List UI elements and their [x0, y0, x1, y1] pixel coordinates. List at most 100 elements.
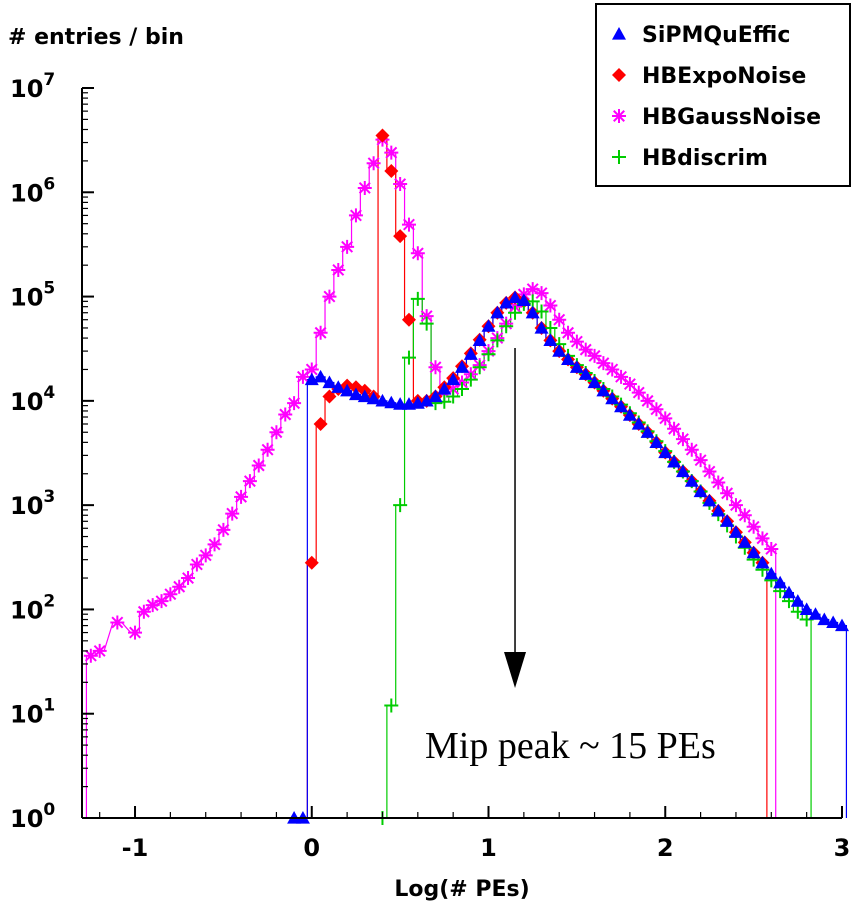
data-point-HBGaussNoise [552, 312, 567, 327]
data-point-HBGaussNoise [172, 579, 187, 594]
data-point-HBGaussNoise [163, 587, 178, 602]
data-point-SiPMQuEffic [746, 545, 761, 559]
data-point-HBGaussNoise [251, 458, 266, 473]
data-point-SiPMQuEffic [675, 464, 690, 478]
data-point-SiPMQuEffic [649, 435, 664, 448]
data-point-SiPMQuEffic [808, 607, 823, 620]
data-point-HBGaussNoise [525, 282, 540, 297]
data-point-SiPMQuEffic [508, 290, 523, 304]
data-point-SiPMQuEffic [348, 387, 363, 401]
legend-marker-HBGaussNoise [612, 109, 626, 123]
data-point-SiPMQuEffic [455, 360, 469, 373]
data-point-HBdiscrim [472, 360, 487, 375]
data-point-HBdiscrim [534, 304, 549, 319]
data-point-HBGaussNoise [189, 557, 204, 572]
data-point-HBGaussNoise [295, 369, 310, 384]
data-point-SiPMQuEffic [596, 383, 611, 397]
x-axis-title: Log(# PEs) [394, 877, 529, 902]
data-point-HBGaussNoise [234, 489, 249, 504]
y-axis-title: # entries / bin [8, 25, 184, 50]
data-point-SiPMQuEffic [428, 389, 443, 403]
data-point-SiPMQuEffic [835, 618, 849, 632]
data-point-HBGaussNoise [110, 615, 125, 630]
data-point-SiPMQuEffic [357, 389, 372, 403]
data-point-SiPMQuEffic [490, 305, 505, 319]
x-tick-label: 3 [834, 834, 851, 862]
data-point-HBGaussNoise [216, 522, 231, 537]
data-point-SiPMQuEffic [773, 575, 788, 589]
data-point-SiPMQuEffic [463, 347, 478, 360]
data-point-HBdiscrim [455, 381, 469, 396]
data-point-HBGaussNoise [145, 598, 160, 613]
data-point-HBGaussNoise [331, 262, 346, 277]
data-point-SiPMQuEffic [384, 395, 399, 409]
data-point-SiPMQuEffic [366, 391, 381, 405]
data-point-SiPMQuEffic [790, 594, 805, 607]
y-tick-label: 103 [10, 487, 55, 520]
data-point-HBdiscrim [463, 372, 478, 387]
data-point-HBGaussNoise [667, 421, 682, 436]
legend-label: HBGaussNoise [642, 105, 821, 130]
data-point-SiPMQuEffic [728, 525, 743, 538]
data-point-HBGaussNoise [348, 208, 363, 223]
data-point-HBGaussNoise [640, 393, 655, 408]
data-point-HBGaussNoise [366, 156, 381, 171]
data-point-HBdiscrim [499, 319, 514, 334]
data-point-HBGaussNoise [631, 385, 646, 400]
data-point-HBGaussNoise [401, 217, 416, 232]
data-point-HBGaussNoise [410, 246, 425, 261]
data-point-SiPMQuEffic [543, 333, 558, 346]
data-point-SiPMQuEffic [322, 375, 337, 389]
data-point-HBGaussNoise [260, 442, 275, 457]
data-point-HBGaussNoise [755, 531, 770, 546]
data-point-HBExpoNoise [375, 128, 390, 143]
data-point-SiPMQuEffic [711, 503, 726, 517]
data-point-HBGaussNoise [181, 571, 196, 586]
data-point-SiPMQuEffic [817, 612, 832, 626]
data-point-SiPMQuEffic [419, 393, 434, 407]
data-point-HBGaussNoise [675, 432, 690, 447]
data-point-SiPMQuEffic [640, 425, 655, 438]
data-point-HBGaussNoise [83, 648, 98, 663]
legend-marker-SiPMQuEffic [612, 27, 626, 40]
data-point-HBGaussNoise [693, 453, 708, 468]
data-point-HBGaussNoise [269, 425, 284, 440]
data-point-HBGaussNoise [428, 360, 443, 375]
series-line-HBGaussNoise [85, 139, 777, 818]
data-point-HBdiscrim [508, 305, 523, 320]
data-point-SiPMQuEffic [578, 367, 593, 380]
x-tick-label: 1 [480, 834, 497, 862]
annotation-arrow-head [504, 652, 527, 688]
y-tick-label: 107 [10, 70, 55, 103]
data-point-HBGaussNoise [764, 541, 779, 556]
data-point-HBGaussNoise [534, 286, 549, 301]
y-tick-label: 102 [10, 591, 55, 624]
data-point-SiPMQuEffic [605, 391, 620, 405]
data-point-SiPMQuEffic [826, 615, 841, 629]
data-point-SiPMQuEffic [799, 602, 814, 616]
x-tick-label: -1 [122, 834, 149, 862]
data-point-HBGaussNoise [446, 381, 461, 396]
data-point-HBGaussNoise [720, 486, 735, 501]
data-point-SiPMQuEffic [481, 319, 496, 332]
legend-marker-HBdiscrim [612, 150, 626, 164]
data-point-HBGaussNoise [225, 506, 240, 521]
data-point-SiPMQuEffic [561, 352, 576, 365]
plot-markers [83, 128, 849, 825]
data-point-SiPMQuEffic [631, 416, 646, 430]
data-point-SiPMQuEffic [340, 383, 355, 397]
data-point-HBdiscrim [481, 347, 496, 362]
data-point-SiPMQuEffic [622, 408, 637, 421]
data-point-SiPMQuEffic [737, 535, 752, 548]
data-point-HBGaussNoise [622, 377, 637, 392]
data-point-SiPMQuEffic [614, 399, 629, 413]
data-point-HBGaussNoise [737, 508, 752, 523]
data-point-SiPMQuEffic [472, 333, 487, 346]
data-point-HBGaussNoise [746, 519, 761, 534]
legend-box [595, 3, 851, 187]
data-point-SiPMQuEffic [684, 474, 699, 487]
y-tick-label: 105 [10, 279, 55, 312]
data-point-HBExpoNoise [384, 163, 399, 178]
data-point-HBdiscrim [410, 291, 425, 306]
data-point-HBdiscrim [543, 320, 558, 335]
